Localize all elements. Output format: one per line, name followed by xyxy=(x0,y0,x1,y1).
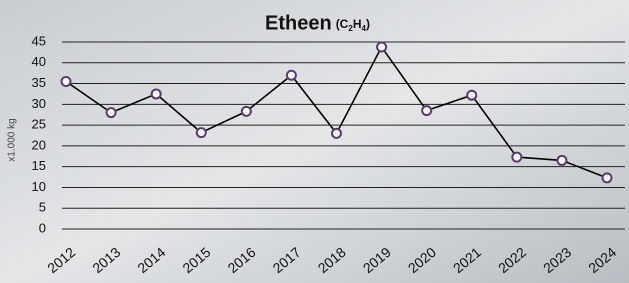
data-point xyxy=(422,106,431,115)
formula-part: ) xyxy=(366,17,370,31)
formula-part: (C xyxy=(336,17,349,31)
data-point xyxy=(512,153,521,162)
y-tick-label: 35 xyxy=(32,75,46,90)
y-tick-label: 10 xyxy=(32,179,46,194)
data-point xyxy=(603,173,612,182)
y-tick-label: 5 xyxy=(39,200,46,215)
data-point xyxy=(242,107,251,116)
data-point xyxy=(332,129,341,138)
y-tick-label: 30 xyxy=(32,96,46,111)
chart: Etheen x1.000 kg (C2H4)05101520253035404… xyxy=(0,0,629,283)
y-tick-label: 15 xyxy=(32,158,46,173)
y-tick-label: 45 xyxy=(32,33,46,48)
data-point xyxy=(197,128,206,137)
chart-title: Etheen xyxy=(265,12,332,34)
y-tick-label: 20 xyxy=(32,137,46,152)
data-point xyxy=(557,156,566,165)
data-point xyxy=(62,77,71,86)
data-point xyxy=(107,108,116,117)
data-point xyxy=(467,91,476,100)
data-point xyxy=(377,42,386,51)
y-tick-label: 40 xyxy=(32,54,46,69)
data-point xyxy=(152,89,161,98)
y-tick-label: 0 xyxy=(39,220,46,235)
y-axis-label: x1.000 kg xyxy=(7,118,18,161)
data-point xyxy=(287,71,296,80)
y-tick-label: 25 xyxy=(32,117,46,132)
formula-part: H xyxy=(353,17,362,31)
